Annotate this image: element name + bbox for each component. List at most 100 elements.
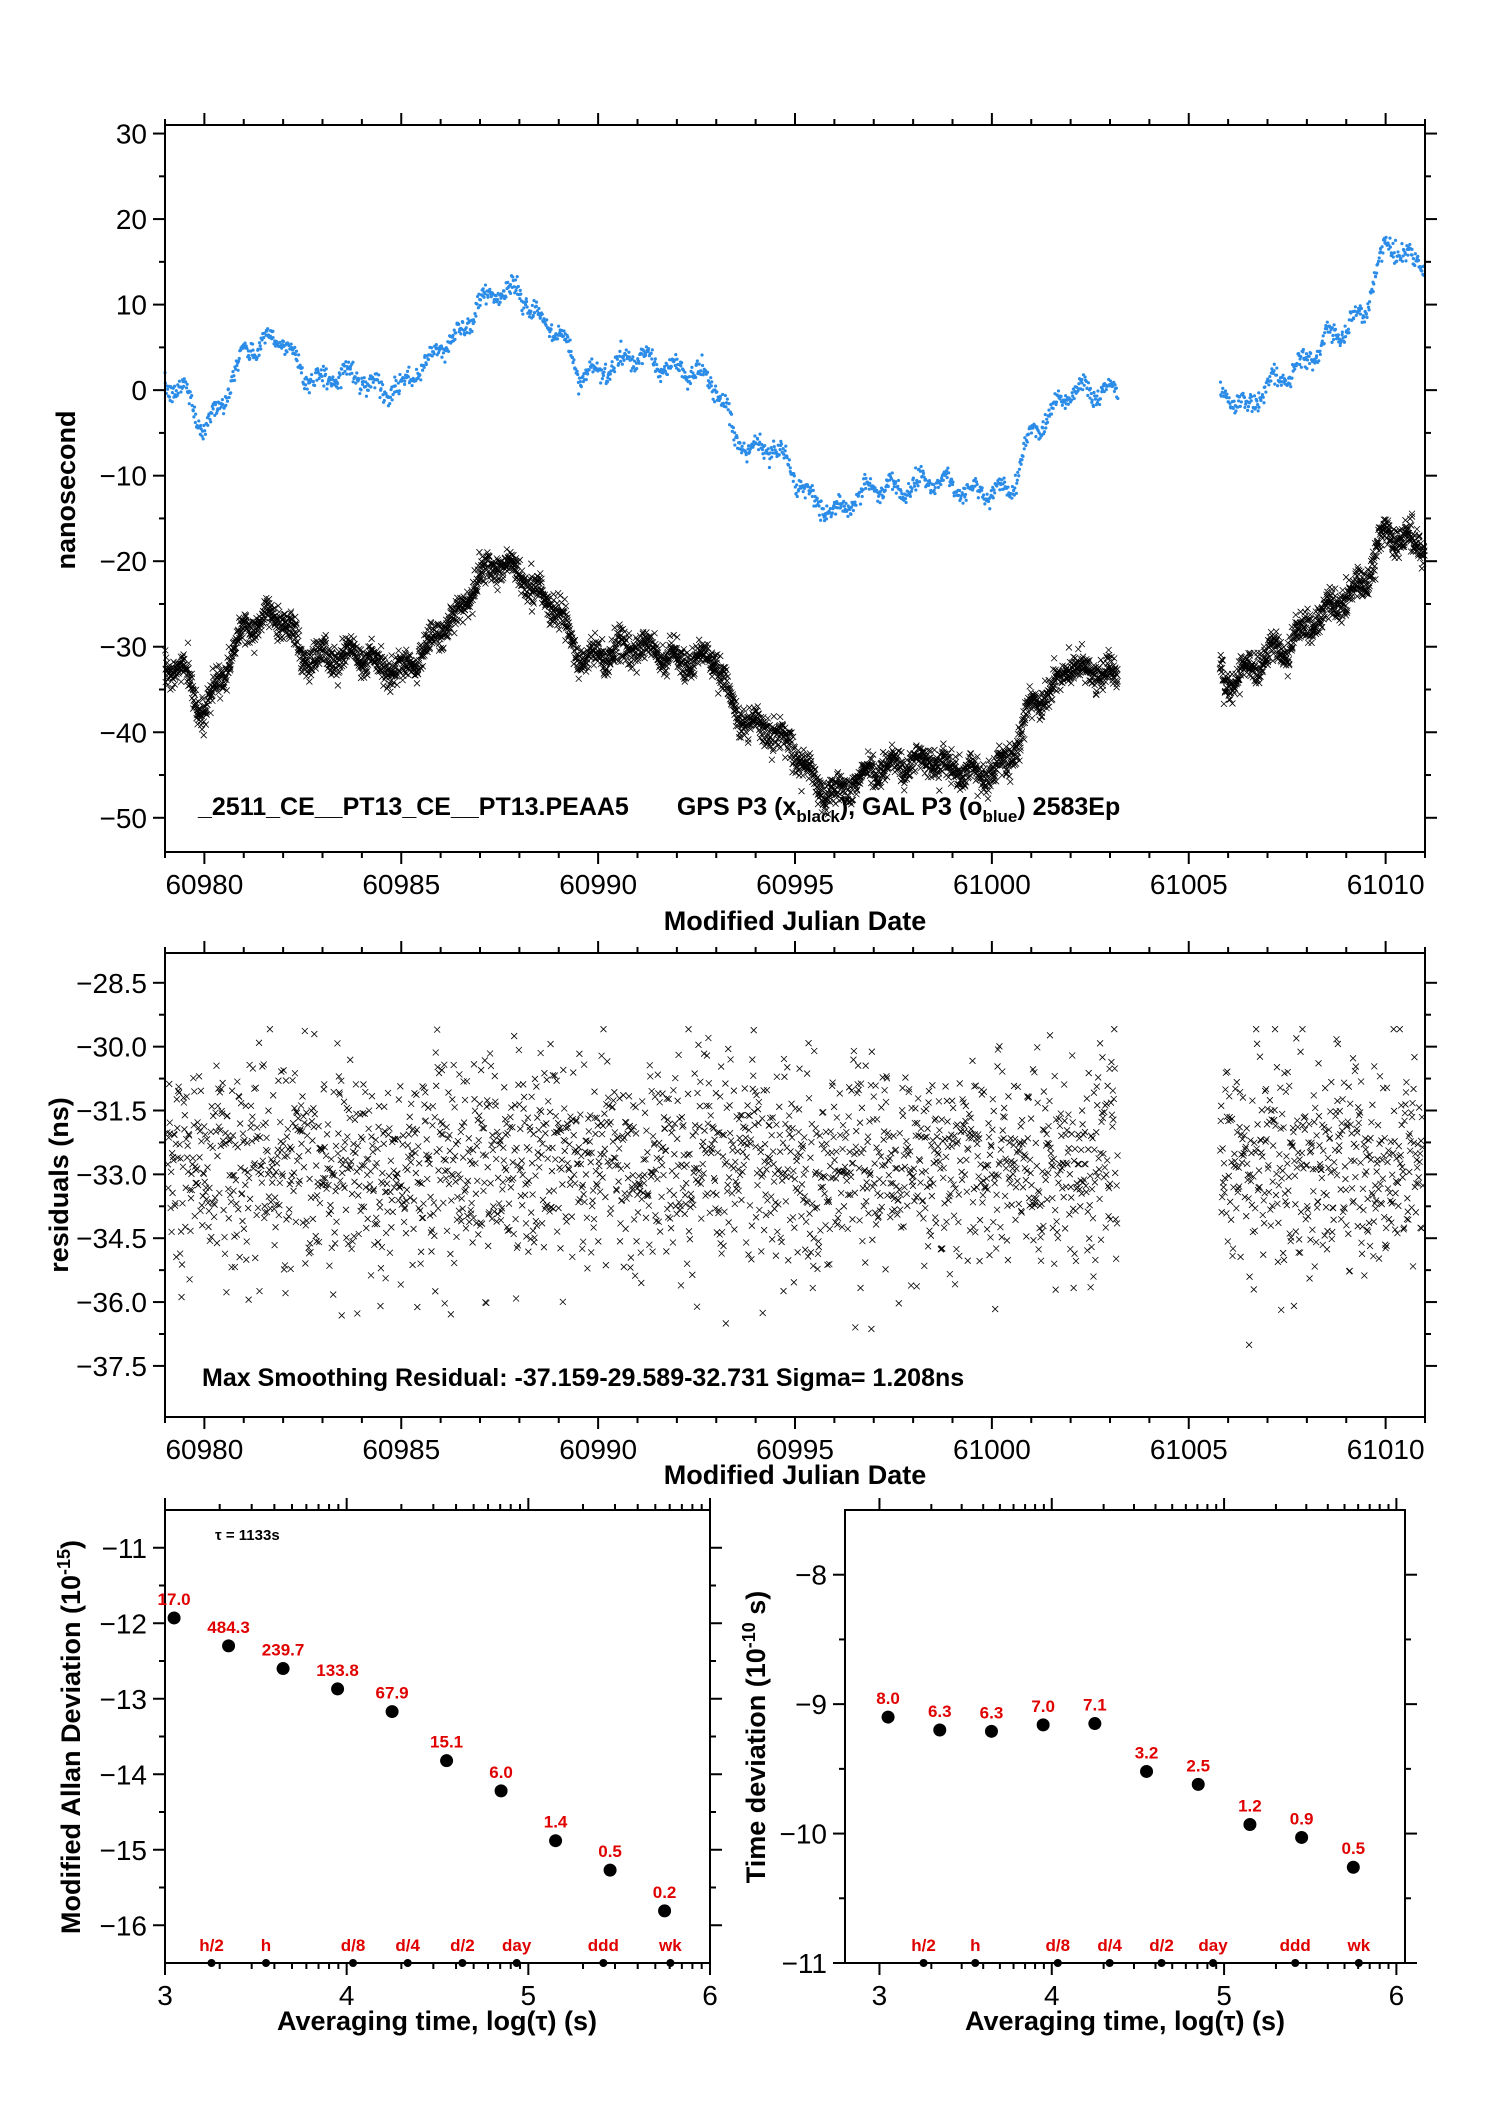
gal-point [562,329,566,333]
gps-point [220,681,228,689]
gps-point [352,653,360,661]
gal-point [694,362,699,366]
gal-point [631,355,635,359]
gal-point [1257,391,1261,395]
gal-point [637,361,641,365]
gal-point [697,362,701,366]
gal-point [570,355,575,360]
gal-point [214,400,218,405]
gal-point [599,368,604,372]
gal-point [360,376,364,380]
gal-point [544,323,548,327]
gal-point [188,390,192,394]
gal-point [1247,401,1251,405]
gal-point [391,392,395,397]
gal-point [317,376,321,381]
gal-point [1358,312,1363,316]
gps-point [255,632,262,639]
gal-point [1044,426,1048,430]
gal-point [1041,426,1045,430]
gal-point [1391,241,1395,245]
gal-point [904,500,908,505]
gal-point [858,502,863,506]
gal-point [694,375,698,379]
gal-point [200,434,204,438]
gps-point [450,629,458,637]
gps-point [1057,686,1064,694]
gal-point [801,489,805,494]
gal-point [310,372,314,377]
gal-point [868,481,872,485]
gal-point [1002,476,1006,480]
gal-point [304,383,308,387]
gal-point [227,395,231,400]
gal-point [655,362,659,367]
gal-point [1071,394,1075,398]
gal-point [1256,409,1260,413]
gal-point [231,370,235,374]
gps-point [1006,778,1014,786]
gal-point [1353,305,1357,309]
gal-point [964,498,968,502]
gal-point [721,392,725,397]
gal-point [622,358,626,362]
gal-point [881,495,886,499]
gps-point [966,772,974,779]
gps-point [207,709,214,717]
gps-point [199,693,206,701]
gps-point [384,683,392,691]
gps-point [443,632,451,640]
gal-point [502,289,506,293]
gal-point [440,355,444,359]
gal-point [1256,403,1260,407]
gal-point [779,442,784,446]
gal-point [237,356,241,361]
gal-point [690,365,694,369]
gal-point [1323,331,1327,335]
gps-point [251,636,259,643]
gps-point [390,679,397,686]
gal-point [1332,323,1336,327]
gal-point [941,478,945,482]
gps-point [379,657,387,664]
gal-point [980,486,984,490]
gps-point [1220,700,1228,708]
gal-point [1272,362,1276,366]
gal-point [959,496,963,501]
gal-point [1399,256,1403,260]
gps-point [232,644,240,652]
gal-point [619,359,623,363]
gps-point [265,623,273,631]
gal-point [293,352,298,357]
gal-point [1293,367,1297,371]
gps-point [292,619,300,627]
gal-point [821,513,825,517]
gps-point [393,681,401,689]
gal-point [1095,394,1099,398]
gps-point [550,591,557,598]
gal-point [788,466,792,470]
gal-point [1010,496,1014,500]
gal-point [472,320,476,324]
gal-point [1013,486,1017,490]
gal-point [426,357,431,362]
gal-point [915,478,919,483]
gal-point [577,376,582,380]
gal-point [1381,251,1385,255]
gal-point [1029,431,1034,435]
gal-point [877,494,881,498]
gal-point [731,426,736,430]
gal-point [1341,336,1345,340]
gal-point [781,447,785,451]
gal-point [1376,259,1381,263]
gal-point [371,380,375,384]
gal-point [1274,373,1279,377]
gal-point [319,368,323,372]
gps-point [385,659,393,667]
gal-point [1064,394,1068,398]
gal-point [1338,343,1342,348]
gps-point [309,645,317,653]
gal-point [983,502,987,506]
gal-point [725,397,729,401]
gal-point [799,480,803,484]
